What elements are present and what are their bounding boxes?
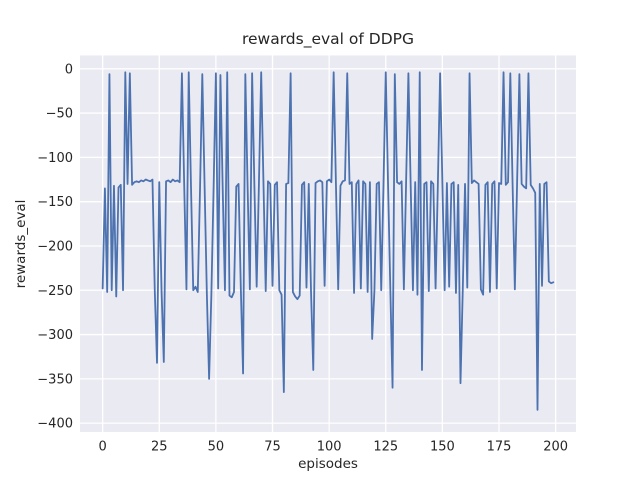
x-axis-label: episodes <box>298 456 358 472</box>
x-tick-label: 175 <box>487 440 512 455</box>
y-tick-labels: 0 −50 −100 −150 −200 −250 −300 −350 −400 <box>37 62 73 431</box>
x-tick-label: 75 <box>264 440 281 455</box>
x-tick-label: 25 <box>151 440 168 455</box>
x-tick-labels: 0 25 50 75 100 125 150 175 200 <box>99 440 569 455</box>
y-tick-label: −300 <box>37 328 73 343</box>
x-tick-label: 125 <box>373 440 398 455</box>
y-tick-label: 0 <box>65 62 73 77</box>
x-tick-label: 0 <box>99 440 107 455</box>
chart-title: rewards_eval of DDPG <box>242 30 414 49</box>
y-tick-label: −150 <box>37 195 73 210</box>
y-tick-label: −400 <box>37 417 73 432</box>
y-tick-label: −50 <box>46 107 73 122</box>
reward-series-line <box>101 71 555 411</box>
x-tick-label: 100 <box>317 440 342 455</box>
x-tick-label: 50 <box>208 440 225 455</box>
y-tick-label: −100 <box>37 151 73 166</box>
x-tick-label: 150 <box>430 440 455 455</box>
y-axis-label: rewards_eval <box>13 200 29 289</box>
x-tick-label: 200 <box>543 440 568 455</box>
y-tick-label: −350 <box>37 372 73 387</box>
plot-area <box>80 55 576 432</box>
y-tick-label: −250 <box>37 284 73 299</box>
y-tick-label: −200 <box>37 239 73 254</box>
